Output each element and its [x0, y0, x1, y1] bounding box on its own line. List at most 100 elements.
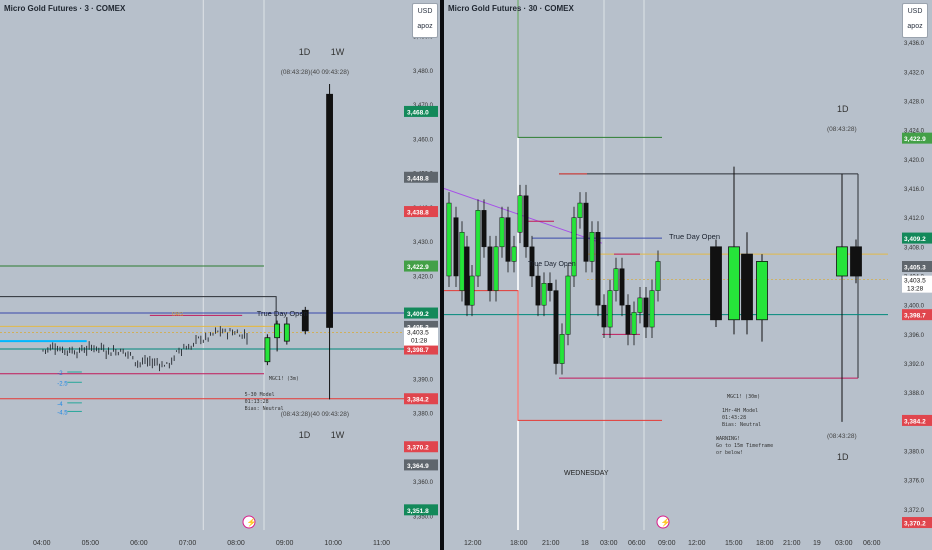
candle-body [511, 246, 517, 262]
price-badge [902, 309, 932, 321]
level-line [517, 0, 662, 138]
true-day-open-label: True Day Open [528, 261, 576, 268]
fib-label: -4 [57, 402, 63, 408]
y-tick-label: 3,392.0 [904, 362, 925, 368]
candle-body [741, 253, 753, 321]
last-price-label: 3,403.5 [407, 330, 429, 337]
x-tick-label: 10:00 [324, 540, 342, 547]
y-tick-label: 3,400.0 [904, 304, 925, 310]
candle-body [710, 246, 722, 321]
range-label: (08:43:28)(40 09:43:28) [281, 411, 349, 418]
price-badge [902, 132, 932, 144]
fib-label: -2.5 [57, 381, 68, 387]
last-price-badge [404, 327, 438, 346]
lightning-icon [242, 515, 256, 529]
model-line: 1Hr-4H Model [722, 408, 758, 414]
y-tick-label: 3,416.0 [904, 187, 925, 193]
candle-body [595, 231, 601, 306]
candle-body [493, 246, 499, 291]
candle-body [469, 275, 475, 306]
candle-body [583, 202, 589, 262]
price-badge-label: 3,398.7 [407, 347, 429, 354]
y-tick-label: 3,420.0 [413, 275, 434, 281]
warning-line: or below! [716, 450, 743, 456]
x-tick-label: 19 [813, 540, 821, 547]
y-tick-label: 3,408.0 [904, 245, 925, 251]
candle-body [565, 275, 571, 335]
y-tick-label: 3,390.0 [413, 377, 434, 383]
candle-body [589, 231, 595, 262]
price-badge-label: 3,370.2 [904, 521, 926, 528]
candle-body [541, 283, 547, 306]
true-day-open-label: True Day Open [669, 232, 720, 241]
x-tick-label: 21:00 [783, 540, 801, 547]
candle-body [301, 309, 309, 332]
currency-button[interactable]: USD apoz [412, 3, 438, 38]
chart-3m-canvas[interactable]: -2 -2.5 -4 -4.5 1D 1W (08:43:28)(40 09:43:28) (… [0, 0, 442, 550]
price-badge-label: 3,409.2 [407, 311, 429, 318]
price-badge [404, 206, 438, 218]
x-tick-label: 06:00 [628, 540, 646, 547]
model-title: MGC1! (3m) [269, 376, 299, 382]
candle-body [601, 304, 607, 328]
candle-body [655, 261, 661, 291]
price-badge [902, 232, 932, 244]
y-tick-label: 3,360.0 [413, 480, 434, 486]
currency-sub-label: apoz [907, 23, 923, 30]
x-tick-label: 08:00 [227, 540, 245, 547]
chart-panel-3m[interactable]: -2 -2.5 -4 -4.5 1D 1W (08:43:28)(40 09:43:28) (… [0, 0, 442, 550]
y-tick-label: 3,412.0 [904, 216, 925, 222]
candle-body [637, 297, 643, 313]
panel-divider[interactable] [440, 0, 444, 550]
lightning-icon [656, 515, 670, 529]
x-tick-label: 12:00 [688, 540, 706, 547]
model-line: 01:43:28 [722, 415, 746, 421]
candle-body [475, 210, 481, 277]
timeframe-label: 1W [331, 47, 345, 57]
price-badge [902, 517, 932, 529]
last-price-badge [902, 275, 932, 293]
currency-button[interactable]: USD apoz [902, 3, 928, 38]
x-tick-label: 11:00 [373, 540, 390, 547]
candle-body [850, 246, 862, 277]
y-tick-label: 3,376.0 [904, 479, 925, 485]
candle-body [559, 334, 565, 364]
price-badge [404, 105, 438, 117]
chart-30m-canvas[interactable]: 1D (08:43:28) (08:43:28) 1D True Day Open Tru… [444, 0, 932, 550]
x-tick-label: 15:00 [725, 540, 743, 547]
candle-body [264, 337, 271, 363]
price-badge-label: 3,384.2 [904, 418, 926, 425]
candle-body [481, 210, 487, 248]
price-badge-label: 3,438.8 [407, 210, 429, 217]
candle-body [613, 268, 619, 291]
y-tick-label: 3,424.0 [904, 129, 925, 135]
candle-body [499, 217, 505, 248]
price-badge-label: 3,384.2 [407, 397, 429, 404]
x-tick-label: 05:00 [82, 540, 100, 547]
level-tag: ORG [172, 312, 184, 318]
candle-body [836, 246, 848, 277]
level-line [444, 290, 662, 421]
price-badge [404, 320, 438, 332]
candle-body [577, 202, 583, 218]
candle-body [464, 246, 470, 306]
chart-panel-30m[interactable]: 1D (08:43:28) (08:43:28) 1D True Day Open Tru… [444, 0, 932, 550]
currency-label: USD [417, 8, 433, 15]
candle-body [547, 283, 553, 291]
countdown-label: 01:28 [411, 338, 428, 345]
range-label: (08:43:28)(40 09:43:28) [281, 69, 349, 76]
last-price-label: 3,403.5 [904, 278, 926, 285]
y-tick-label: 3,480.0 [413, 69, 434, 75]
candle-body [283, 323, 290, 342]
candle-body [487, 246, 493, 291]
x-tick-label: 03:00 [600, 540, 618, 547]
lightning-glyph: ⚡ [661, 517, 671, 527]
warning-line: WARNING! [716, 436, 740, 442]
candle-body [326, 93, 333, 328]
price-badge-label: 3,409.2 [904, 236, 926, 243]
price-badge [404, 260, 438, 272]
price-badge [404, 441, 438, 453]
y-tick-label: 3,432.0 [904, 70, 925, 76]
price-badge-label: 3,351.8 [407, 508, 429, 515]
price-badge-label: 3,422.9 [904, 136, 926, 143]
